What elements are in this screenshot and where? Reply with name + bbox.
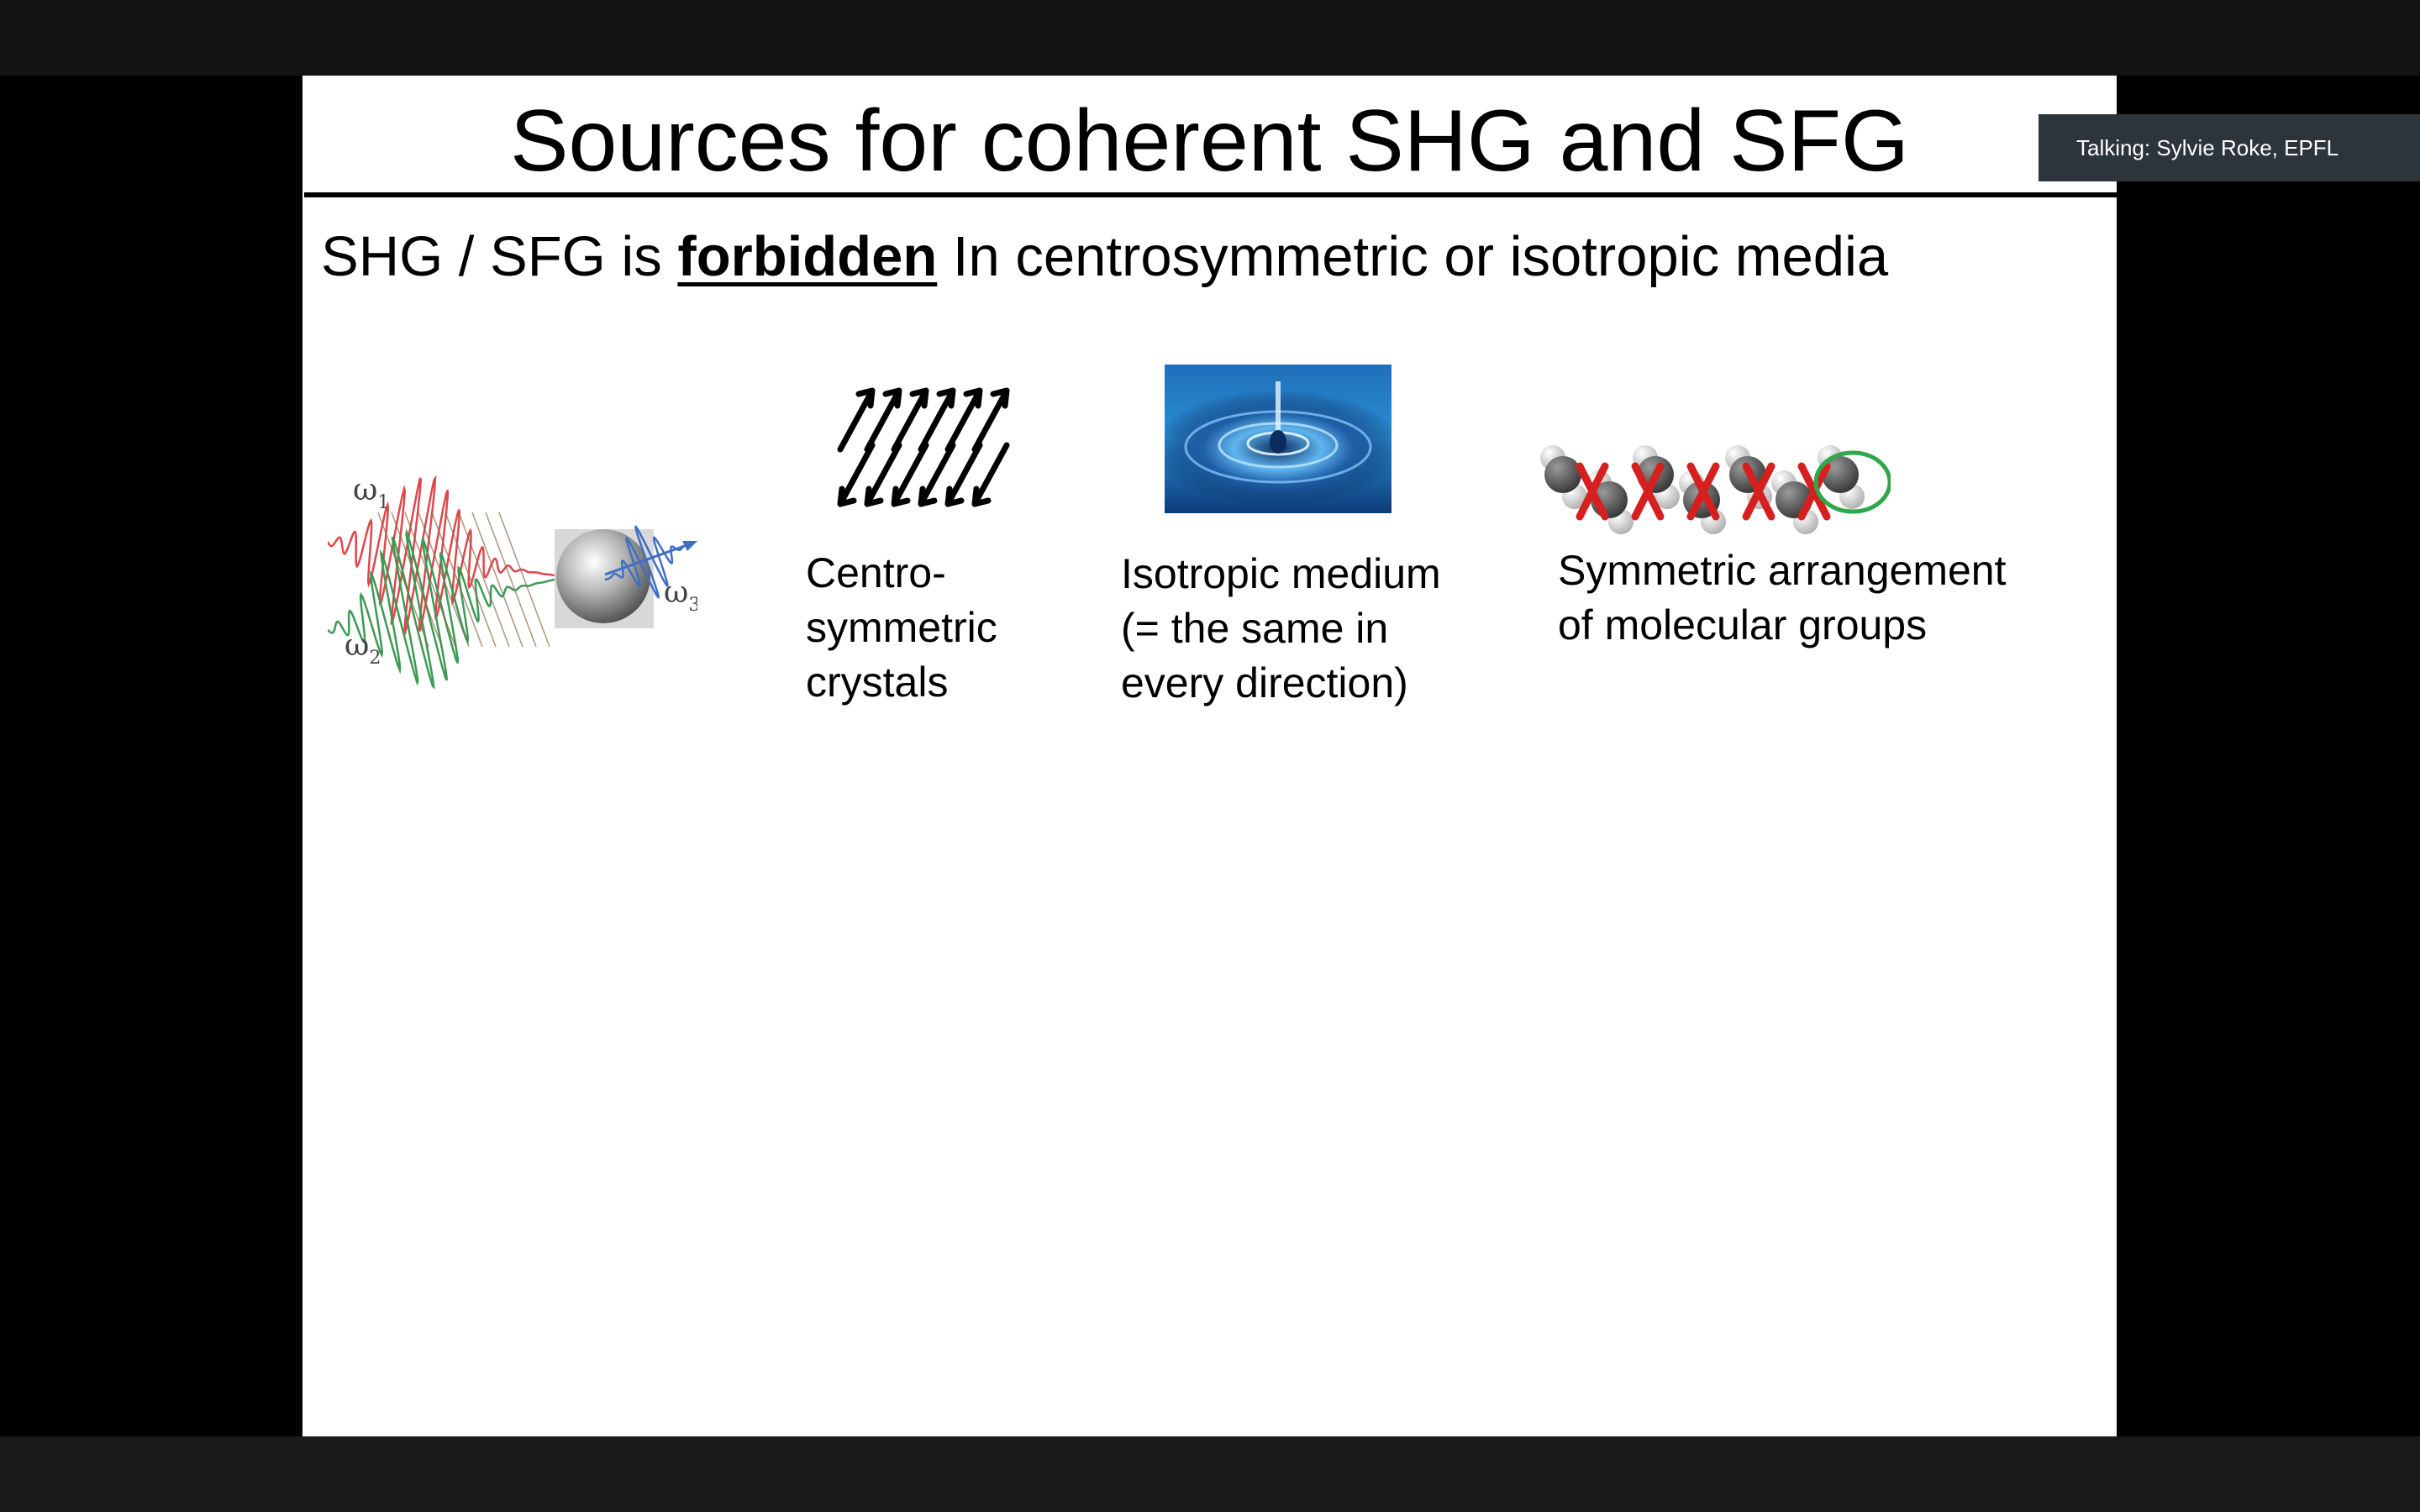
- centrosymmetric-arrows-figure: [837, 387, 1010, 507]
- subtitle-post: In centrosymmetric or isotropic media: [937, 225, 1889, 288]
- molecular-chain-figure: [1540, 445, 1891, 534]
- forbidden-cross: [1686, 462, 1720, 521]
- forbidden-cross: [1797, 462, 1831, 521]
- wave-overlap-hatch: [377, 512, 550, 648]
- subtitle-emphasis: forbidden: [677, 225, 938, 288]
- caption-line: symmetric: [806, 604, 997, 651]
- end-group-circle: [1813, 450, 1891, 514]
- forbidden-cross: [1631, 462, 1665, 521]
- caption-line: of molecular groups: [1558, 601, 1928, 648]
- isotropic-caption: Isotropic medium (= the same in every di…: [1121, 547, 1441, 711]
- subtitle-pre: SHG / SFG is: [321, 225, 678, 288]
- forbidden-cross: [1576, 462, 1609, 521]
- particle-sphere: [556, 529, 650, 623]
- blue-wave: [604, 525, 690, 599]
- caption-line: Isotropic medium: [1121, 550, 1441, 597]
- slide-subtitle: SHG / SFG is forbidden In centrosymmetri…: [321, 218, 1888, 296]
- green-wave: [328, 528, 555, 690]
- meeting-bottom-bar: [0, 1436, 2420, 1512]
- omega-2-label: ω2: [345, 628, 381, 669]
- slide-title: Sources for coherent SHG and SFG: [510, 92, 1909, 190]
- meeting-top-bar: [0, 0, 2420, 76]
- shared-slide: Sources for coherent SHG and SFG SHG / S…: [302, 76, 2117, 1436]
- output-arrow-line: [604, 543, 690, 576]
- caption-line: every direction): [1121, 659, 1408, 706]
- omega-3-label: ω3: [664, 575, 697, 616]
- caption-line: (= the same in: [1121, 605, 1389, 652]
- centrosymmetric-caption: Centro- symmetric crystals: [806, 546, 997, 710]
- wave-mixing-figure: ω1 ω2 ω3: [328, 473, 697, 690]
- forbidden-cross: [1742, 462, 1776, 521]
- active-speaker-indicator: Talking: Sylvie Roke, EPFL: [2039, 114, 2420, 181]
- water-drop-photo: [1165, 365, 1392, 513]
- omega-1-label: ω1: [353, 473, 389, 513]
- output-arrowhead: [682, 541, 697, 551]
- caption-line: Symmetric arrangement: [1558, 547, 2007, 594]
- caption-line: Centro-: [806, 549, 946, 596]
- caption-line: crystals: [806, 659, 949, 706]
- title-divider: [304, 192, 2117, 197]
- molecular-caption: Symmetric arrangement of molecular group…: [1558, 543, 2007, 653]
